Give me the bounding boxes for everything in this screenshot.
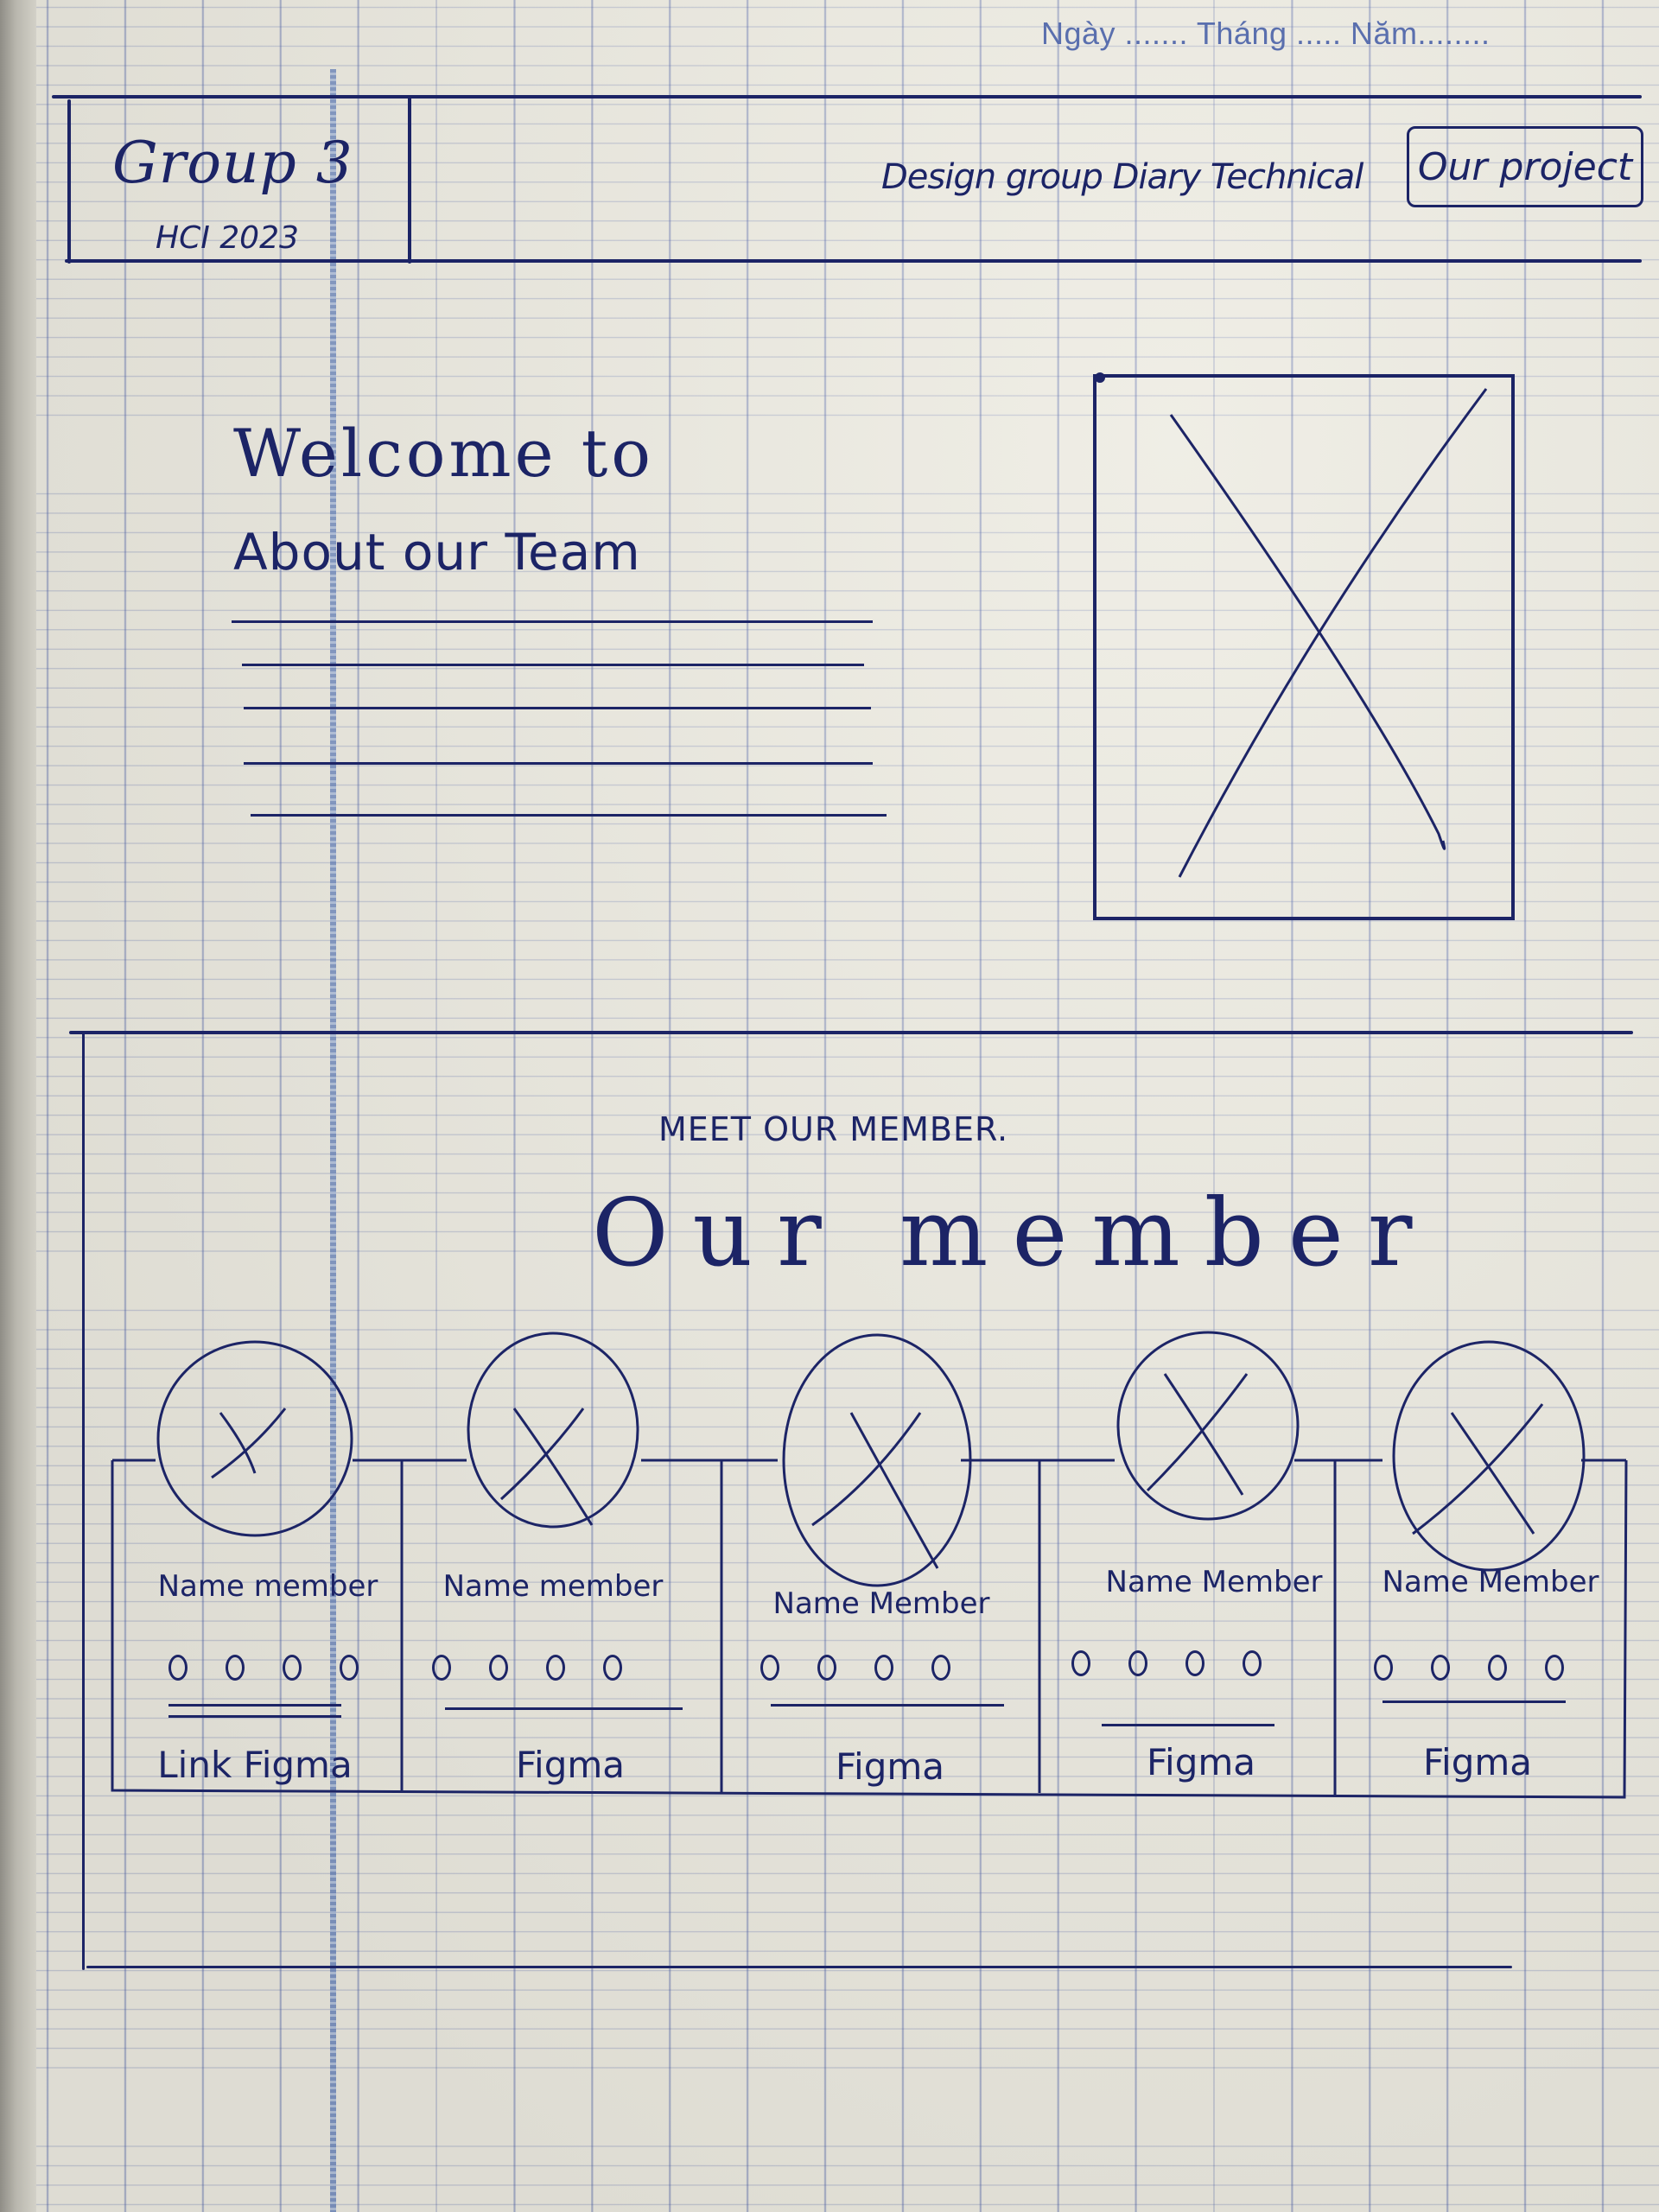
member-name: Name member [442, 1569, 664, 1604]
social-links [432, 1655, 622, 1681]
date-line: Ngày ....... Tháng ..... Năm........ [1041, 16, 1491, 51]
link-underline [1102, 1724, 1274, 1726]
notebook-page [36, 0, 1659, 2212]
social-icon[interactable] [1185, 1650, 1205, 1676]
member-name: Name Member [1382, 1565, 1599, 1599]
page-left-frame [82, 1033, 85, 1970]
social-icon[interactable] [817, 1655, 836, 1681]
nav-link-design-diary[interactable]: Design group Diary Technical [881, 157, 1363, 197]
social-icon[interactable] [1431, 1655, 1450, 1681]
social-icon[interactable] [432, 1655, 451, 1681]
member-avatar [467, 1332, 639, 1529]
social-icon[interactable] [603, 1655, 622, 1681]
social-icon[interactable] [1545, 1655, 1564, 1681]
social-icon[interactable] [489, 1655, 508, 1681]
figma-link[interactable]: Figma [1422, 1741, 1533, 1783]
figma-link[interactable]: Figma [515, 1744, 626, 1786]
figma-link[interactable]: Link Figma [157, 1744, 353, 1786]
link-underline [1382, 1700, 1566, 1703]
section-title: Our member [592, 1179, 1437, 1287]
social-links [760, 1655, 950, 1681]
social-icon[interactable] [931, 1655, 950, 1681]
social-icon[interactable] [1128, 1650, 1147, 1676]
member-name: Name member [157, 1569, 378, 1604]
social-icon[interactable] [1071, 1650, 1090, 1676]
notebook-binding [0, 0, 36, 2212]
social-icon[interactable] [340, 1655, 359, 1681]
header-bottom-border [65, 259, 1642, 263]
social-icon[interactable] [874, 1655, 893, 1681]
member-avatar [156, 1340, 353, 1537]
member-avatar [782, 1333, 972, 1587]
brand-logo[interactable]: Group 3 [112, 130, 353, 196]
social-icon[interactable] [1374, 1655, 1393, 1681]
figma-link[interactable]: Figma [835, 1745, 945, 1788]
member-avatar [1392, 1340, 1586, 1572]
brand-subtitle: HCI 2023 [156, 220, 299, 256]
hero-subtitle: About our Team [233, 523, 641, 582]
header-divider [408, 95, 411, 264]
social-links [1374, 1655, 1564, 1681]
text-placeholder-line [251, 814, 887, 817]
text-placeholder-line [244, 762, 873, 765]
social-icon[interactable] [546, 1655, 565, 1681]
footer-divider [86, 1966, 1512, 1968]
section-eyebrow: MEET OUR MEMBER. [658, 1110, 1009, 1148]
link-underline [168, 1715, 341, 1718]
social-icon[interactable] [283, 1655, 302, 1681]
text-placeholder-line [232, 620, 873, 623]
social-icon[interactable] [1243, 1650, 1262, 1676]
member-name: Name Member [1105, 1565, 1323, 1599]
link-underline [445, 1707, 683, 1710]
link-underline [771, 1704, 1004, 1707]
link-underline [168, 1704, 341, 1707]
header-top-border [52, 95, 1642, 99]
social-icon[interactable] [760, 1655, 779, 1681]
hero-image-placeholder [1093, 372, 1515, 920]
header-left-border [67, 99, 71, 264]
social-links [1071, 1650, 1262, 1676]
margin-rule [330, 69, 336, 2212]
social-icon[interactable] [226, 1655, 245, 1681]
text-placeholder-line [242, 664, 864, 666]
text-placeholder-line [244, 707, 871, 709]
figma-link[interactable]: Figma [1146, 1741, 1256, 1783]
hero-title: Welcome to [233, 415, 655, 492]
member-cards-frame [111, 1459, 1628, 1799]
our-project-button[interactable]: Our project [1407, 126, 1643, 207]
social-icon[interactable] [1488, 1655, 1507, 1681]
social-links [168, 1655, 359, 1681]
member-name: Name Member [772, 1586, 990, 1621]
member-avatar [1116, 1331, 1300, 1521]
social-icon[interactable] [168, 1655, 188, 1681]
section-divider [69, 1031, 1633, 1034]
